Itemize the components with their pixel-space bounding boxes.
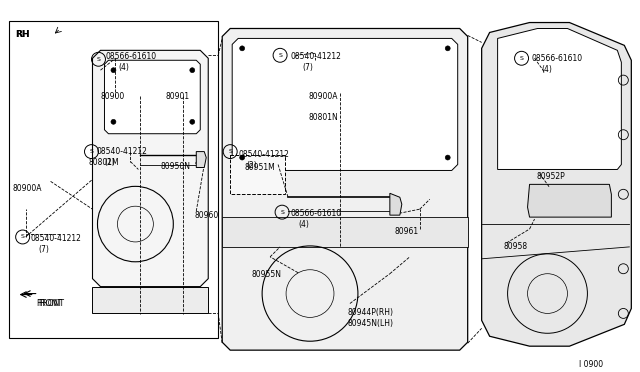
Text: FRONT: FRONT [38, 298, 65, 308]
Text: S: S [520, 56, 524, 61]
Text: 08540-41212: 08540-41212 [290, 52, 341, 61]
Text: (2): (2) [104, 158, 115, 167]
Polygon shape [93, 50, 208, 286]
Circle shape [111, 68, 116, 73]
Polygon shape [93, 286, 208, 314]
Text: 80944P(RH): 80944P(RH) [348, 308, 394, 317]
Polygon shape [230, 155, 285, 194]
Text: 80950N: 80950N [161, 161, 190, 170]
Text: 80952P: 80952P [536, 173, 565, 182]
Text: 80960: 80960 [195, 211, 218, 220]
Text: FRONT: FRONT [36, 298, 63, 308]
Text: 80958: 80958 [504, 242, 528, 251]
Circle shape [445, 155, 450, 160]
Text: S: S [97, 57, 100, 62]
Polygon shape [104, 60, 200, 134]
Polygon shape [222, 29, 468, 350]
Text: S: S [20, 234, 24, 240]
Text: (7): (7) [302, 63, 313, 72]
Polygon shape [498, 29, 621, 170]
Polygon shape [196, 152, 206, 167]
Text: (4): (4) [298, 220, 309, 229]
Polygon shape [482, 23, 631, 346]
Polygon shape [527, 185, 611, 217]
Circle shape [239, 155, 244, 160]
Circle shape [111, 119, 116, 124]
Text: S: S [278, 53, 282, 58]
Polygon shape [232, 38, 458, 170]
Text: I 0900: I 0900 [579, 360, 604, 369]
Circle shape [445, 46, 450, 51]
Text: 08566-61610: 08566-61610 [532, 54, 582, 63]
Text: 08540-41212: 08540-41212 [31, 234, 81, 243]
Text: 08540-41212: 08540-41212 [238, 150, 289, 158]
Text: 08566-61610: 08566-61610 [106, 52, 157, 61]
Text: 80801N: 80801N [308, 113, 338, 122]
Text: 80900: 80900 [100, 92, 125, 101]
Text: 80901: 80901 [165, 92, 189, 101]
Text: 80945N(LH): 80945N(LH) [348, 320, 394, 328]
Text: (2): (2) [246, 161, 257, 170]
Polygon shape [390, 193, 402, 215]
Text: 08540-41212: 08540-41212 [97, 147, 147, 155]
Text: S: S [90, 149, 93, 154]
Text: RH: RH [15, 31, 29, 39]
Text: 80900A: 80900A [13, 185, 42, 193]
Circle shape [190, 119, 195, 124]
Text: 80900A: 80900A [308, 92, 337, 101]
Circle shape [190, 68, 195, 73]
Polygon shape [222, 217, 468, 247]
Text: S: S [280, 210, 284, 215]
Text: 80801M: 80801M [88, 158, 119, 167]
Text: 08566-61610: 08566-61610 [290, 209, 341, 218]
Text: S: S [228, 149, 232, 154]
Circle shape [239, 46, 244, 51]
Text: 80961: 80961 [395, 227, 419, 236]
Text: (7): (7) [38, 245, 49, 254]
Text: 80951M: 80951M [244, 163, 275, 171]
Text: 80955N: 80955N [251, 270, 281, 279]
Text: RH: RH [15, 31, 29, 39]
Text: (4): (4) [118, 63, 129, 72]
Text: (4): (4) [541, 65, 552, 74]
